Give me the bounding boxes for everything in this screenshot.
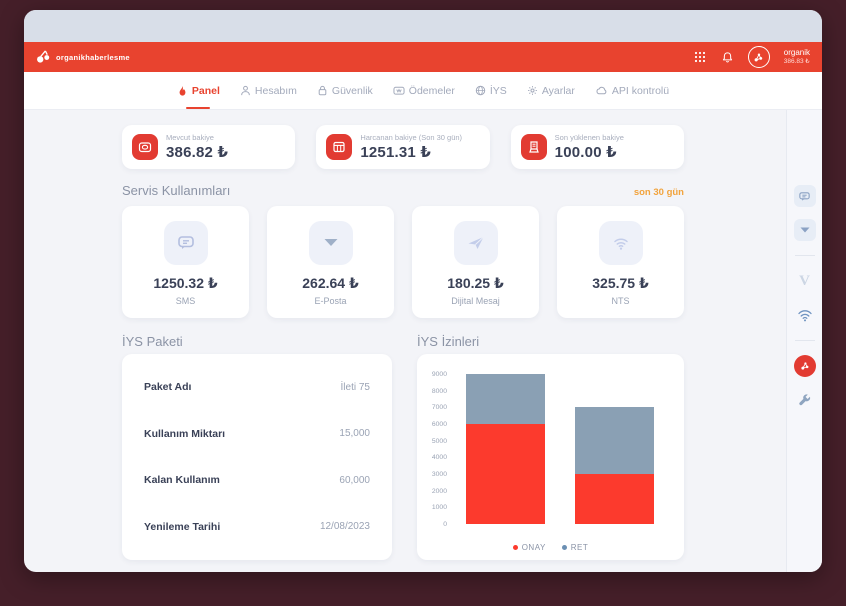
user-name: organik — [783, 47, 810, 57]
service-label: E-Posta — [314, 296, 347, 306]
bar-segment-onay — [575, 474, 654, 524]
service-card-sms[interactable]: 1250.32 ₺ SMS — [122, 206, 249, 318]
apps-grid-icon[interactable] — [692, 49, 708, 65]
chart-legend: ONAY RET — [417, 543, 684, 552]
package-title: İYS Paketi — [122, 334, 183, 349]
legend-dot — [512, 545, 518, 550]
flame-icon — [179, 85, 186, 96]
chart-y-axis: 0 1000 2000 3000 4000 5000 6000 7000 8000 9000 — [431, 371, 447, 528]
package-table: Paket Adı İleti 75 Kullanım Miktarı 15,0… — [122, 354, 392, 560]
bar-stack — [575, 407, 654, 524]
tab-api-kontrolu[interactable]: API kontrolü — [595, 72, 669, 109]
bar-segment-ret — [575, 407, 654, 474]
envelope-icon[interactable] — [793, 219, 816, 241]
service-label: NTS — [611, 296, 630, 306]
stat-value: 1251.31 ₺ — [360, 144, 431, 161]
stat-card-son-yuklenen[interactable]: Son yüklenen bakiye 100.00 ₺ — [510, 125, 684, 169]
bar-segment-ret — [466, 374, 545, 424]
v-badge-icon[interactable]: V — [799, 272, 810, 289]
tab-guvenlik[interactable]: Güvenlik — [317, 72, 373, 109]
legend-label: RET — [570, 543, 589, 552]
tab-iys[interactable]: İYS — [475, 72, 507, 109]
tab-panel[interactable]: Panel — [177, 72, 220, 109]
legend-dot — [561, 545, 567, 550]
tab-odemeler[interactable]: Ödemeler — [393, 72, 455, 109]
wrench-icon[interactable] — [794, 389, 816, 411]
service-value: 325.75 ₺ — [592, 275, 649, 291]
service-label: SMS — [175, 296, 196, 306]
user-avatar[interactable] — [747, 46, 770, 68]
legend-item-onay[interactable]: ONAY — [512, 543, 546, 552]
toolbar-divider — [794, 255, 815, 256]
cherry-logo-icon — [36, 50, 51, 65]
services-period-badge: son 30 gün — [633, 187, 684, 198]
chat-icon[interactable] — [793, 185, 816, 207]
organik-molecule-icon[interactable] — [793, 355, 816, 377]
globe-icon — [475, 85, 486, 96]
service-card-dijital-mesaj[interactable]: 180.25 ₺ Dijital Mesaj — [412, 206, 539, 318]
wallet-icon — [132, 134, 158, 160]
service-value: 262.64 ₺ — [302, 275, 359, 291]
balance-cards-row: Mevcut bakiye 386.82 ₺ — [122, 125, 684, 169]
stat-label: Mevcut bakiye — [166, 133, 214, 142]
app-header: organikhaberlesme — [24, 42, 822, 72]
active-tab-underline — [186, 106, 211, 109]
table-row: Kalan Kullanım 60,000 — [144, 474, 370, 487]
chart-title: İYS İzinleri — [417, 334, 480, 349]
person-icon — [241, 85, 250, 96]
chart-plot — [455, 374, 672, 524]
gear-icon — [527, 86, 537, 95]
brand-name: organikhaberlesme — [56, 52, 130, 62]
table-row: Paket Adı İleti 75 — [144, 381, 370, 394]
stat-card-harcanan-bakiye[interactable]: Harcanan bakiye (Son 30 gün) 1251.31 ₺ — [316, 125, 490, 169]
molecule-icon — [754, 53, 763, 61]
calendar-icon — [326, 134, 353, 160]
services-section-header: Servis Kullanımları son 30 gün — [122, 183, 684, 198]
chat-icon — [163, 221, 208, 265]
tab-ayarlar[interactable]: Ayarlar — [527, 72, 575, 109]
app-window: organikhaberlesme — [24, 10, 822, 572]
user-info[interactable]: organik 386.83 ₺ — [784, 48, 810, 66]
right-toolbar: V — [786, 110, 822, 572]
iys-permissions-section: İYS İzinleri 0 1000 2000 3000 4000 5000 6000 70… — [417, 334, 684, 560]
cloud-icon — [596, 86, 607, 95]
user-balance: 386.83 ₺ — [783, 57, 810, 65]
bell-icon[interactable] — [720, 49, 736, 65]
stat-card-mevcut-bakiye[interactable]: Mevcut bakiye 386.82 ₺ — [122, 125, 296, 169]
wallet-icon — [393, 86, 405, 95]
services-title: Servis Kullanımları — [122, 183, 231, 198]
iys-package-section: İYS Paketi Paket Adı İleti 75 Kullanım M… — [122, 334, 392, 560]
stat-label: Harcanan bakiye (Son 30 gün) — [360, 133, 463, 142]
stat-value: 100.00 ₺ — [554, 144, 617, 161]
service-cards-row: 1250.32 ₺ SMS 262.64 ₺ E-Posta — [122, 206, 684, 318]
service-card-nts[interactable]: 325.75 ₺ NTS — [557, 206, 684, 318]
tab-hesabim[interactable]: Hesabım — [240, 72, 297, 109]
bar-stack — [466, 374, 545, 524]
legend-item-ret[interactable]: RET — [561, 543, 589, 552]
toolbar-divider — [794, 340, 815, 341]
lock-icon — [318, 85, 327, 96]
wifi-icon — [598, 221, 643, 265]
service-label: Dijital Mesaj — [451, 296, 500, 306]
stat-label: Son yüklenen bakiye — [554, 133, 624, 142]
paper-plane-icon — [453, 221, 498, 265]
service-value: 1250.32 ₺ — [153, 275, 218, 291]
service-value: 180.25 ₺ — [447, 275, 504, 291]
envelope-icon — [308, 221, 353, 265]
table-row: Kullanım Miktarı 15,000 — [144, 427, 370, 440]
bar-segment-onay — [466, 424, 545, 524]
service-card-eposta[interactable]: 262.64 ₺ E-Posta — [267, 206, 394, 318]
stat-value: 386.82 ₺ — [166, 144, 229, 161]
main-nav: Panel Hesabım Güvenlik Ödemeler — [24, 72, 822, 110]
content-area: Mevcut bakiye 386.82 ₺ — [24, 110, 822, 572]
receipt-icon — [520, 134, 547, 160]
brand-logo[interactable]: organikhaberlesme — [36, 50, 130, 65]
table-row: Yenileme Tarihi 12/08/2023 — [144, 520, 370, 533]
wifi-icon[interactable] — [794, 304, 816, 326]
legend-label: ONAY — [521, 543, 546, 552]
browser-chrome-strip — [24, 10, 822, 42]
permissions-chart: 0 1000 2000 3000 4000 5000 6000 7000 8000 9000 ON… — [417, 354, 684, 560]
